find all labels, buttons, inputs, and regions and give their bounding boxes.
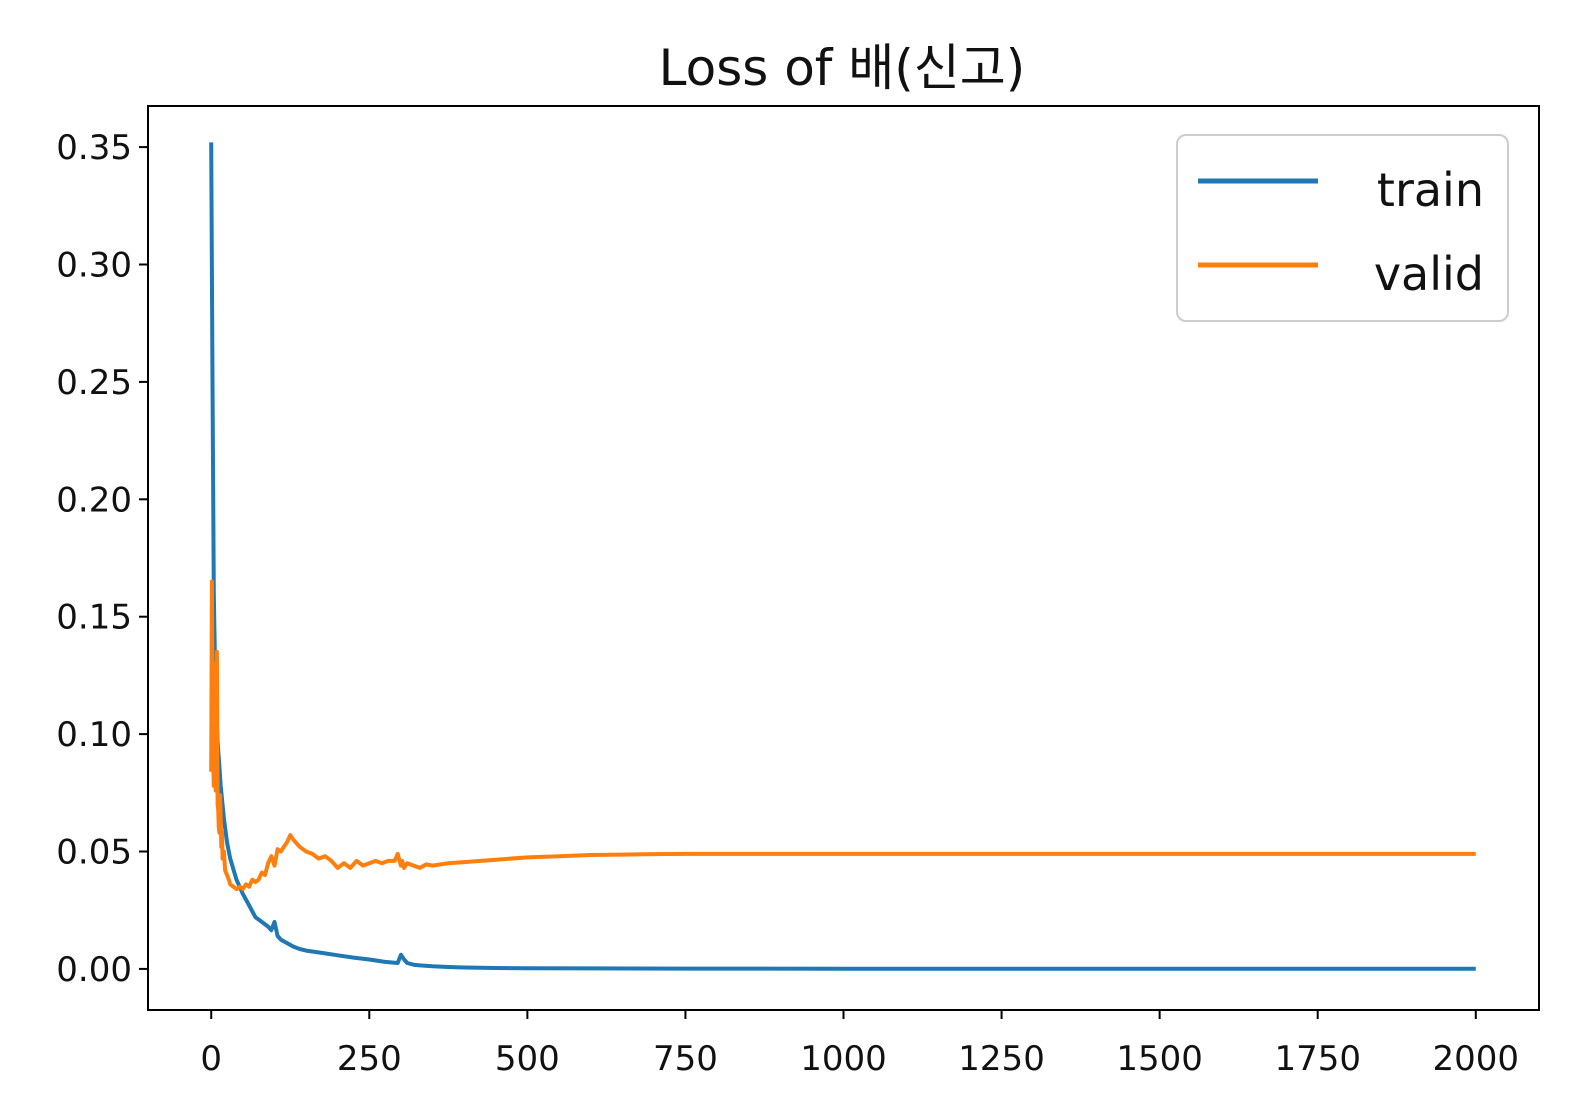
y-tick-label: 0.20 — [56, 480, 132, 520]
y-tick-label: 0.00 — [56, 950, 132, 990]
x-tick-label: 250 — [337, 1039, 402, 1079]
x-tick-label: 1000 — [800, 1039, 887, 1079]
chart-title: Loss of 배(신고) — [659, 39, 1026, 97]
x-axis: 0 250 500 750 1000 1250 1500 1750 2000 — [200, 1010, 1519, 1079]
legend-label-train: train — [1377, 163, 1484, 217]
y-tick-label: 0.10 — [56, 715, 132, 755]
x-tick-label: 2000 — [1433, 1039, 1520, 1079]
series-line-valid — [209, 579, 1476, 892]
x-tick-label: 1750 — [1274, 1039, 1361, 1079]
y-tick-label: 0.05 — [56, 833, 132, 873]
legend: train valid — [1176, 134, 1509, 322]
series-line-train — [209, 142, 1476, 971]
x-tick-label: 1500 — [1116, 1039, 1203, 1079]
x-tick-label: 750 — [653, 1039, 718, 1079]
y-tick-label: 0.25 — [56, 363, 132, 403]
legend-label-valid: valid — [1374, 247, 1484, 301]
y-tick-label: 0.15 — [56, 598, 132, 638]
x-tick-label: 500 — [495, 1039, 560, 1079]
x-tick-label: 0 — [200, 1039, 222, 1079]
x-tick-label: 1250 — [958, 1039, 1045, 1079]
y-tick-label: 0.30 — [56, 245, 132, 285]
y-tick-label: 0.35 — [56, 128, 132, 168]
y-axis: 0.00 0.05 0.10 0.15 0.20 0.25 0.30 0.35 — [56, 128, 148, 990]
series-layer — [209, 142, 1476, 971]
